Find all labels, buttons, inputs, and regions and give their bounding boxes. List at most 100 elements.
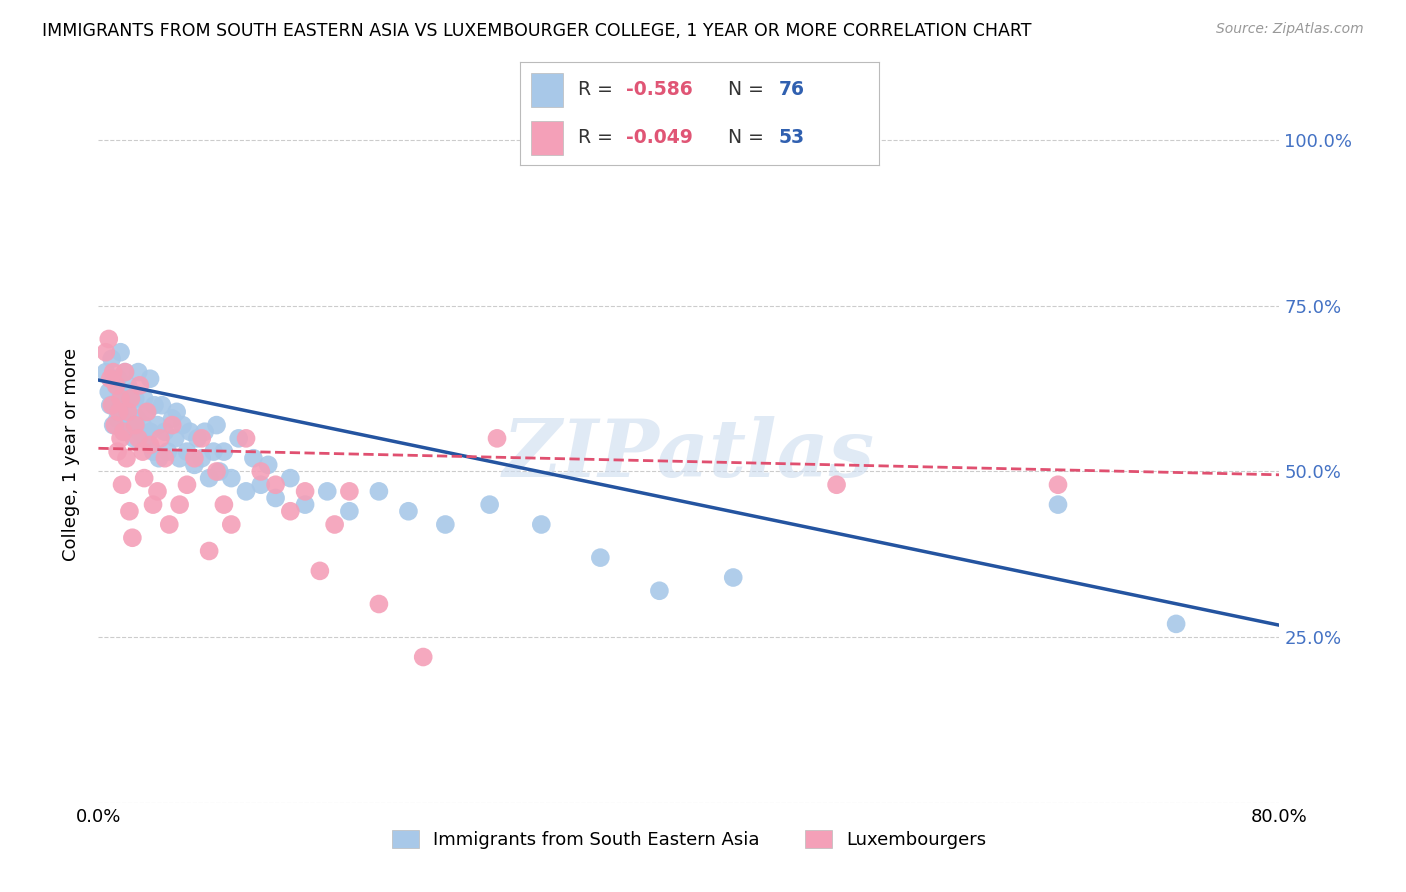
Point bbox=[142, 444, 165, 458]
Point bbox=[107, 411, 129, 425]
Point bbox=[146, 484, 169, 499]
Y-axis label: College, 1 year or more: College, 1 year or more bbox=[62, 349, 80, 561]
Point bbox=[208, 465, 231, 479]
Text: 76: 76 bbox=[779, 80, 804, 99]
Point bbox=[176, 444, 198, 458]
Point bbox=[124, 418, 146, 433]
Point bbox=[339, 504, 361, 518]
Point bbox=[183, 458, 205, 472]
Point bbox=[127, 365, 149, 379]
Point bbox=[118, 504, 141, 518]
Point bbox=[114, 411, 136, 425]
Point bbox=[128, 425, 150, 439]
Text: -0.586: -0.586 bbox=[626, 80, 693, 99]
FancyBboxPatch shape bbox=[531, 121, 564, 155]
Point bbox=[186, 431, 208, 445]
Point bbox=[125, 411, 148, 425]
Point bbox=[280, 471, 302, 485]
Point bbox=[368, 484, 391, 499]
Point bbox=[111, 405, 134, 419]
Text: ZIPatlas: ZIPatlas bbox=[503, 417, 875, 493]
Point bbox=[235, 431, 257, 445]
Point bbox=[191, 431, 214, 445]
Point bbox=[153, 425, 176, 439]
Point bbox=[162, 411, 183, 425]
Point bbox=[135, 431, 157, 445]
Point bbox=[157, 517, 180, 532]
Point bbox=[280, 504, 302, 518]
Point bbox=[194, 425, 217, 439]
Legend: Immigrants from South Eastern Asia, Luxembourgers: Immigrants from South Eastern Asia, Luxe… bbox=[384, 822, 994, 856]
Point bbox=[212, 498, 235, 512]
Point bbox=[112, 425, 135, 439]
Point bbox=[121, 531, 143, 545]
Text: Source: ZipAtlas.com: Source: ZipAtlas.com bbox=[1216, 22, 1364, 37]
Point bbox=[117, 398, 139, 412]
Point bbox=[124, 392, 146, 406]
Point bbox=[264, 491, 287, 505]
Point bbox=[98, 372, 121, 386]
Point bbox=[103, 418, 125, 433]
Point bbox=[412, 650, 434, 665]
Point bbox=[112, 392, 135, 406]
Point bbox=[94, 365, 117, 379]
Point bbox=[139, 425, 162, 439]
Point bbox=[134, 392, 156, 406]
Point bbox=[136, 405, 159, 419]
Point bbox=[139, 372, 162, 386]
Point bbox=[250, 465, 273, 479]
FancyBboxPatch shape bbox=[531, 73, 564, 106]
Point bbox=[100, 398, 122, 412]
Point bbox=[150, 398, 173, 412]
Point bbox=[166, 405, 188, 419]
Point bbox=[250, 477, 273, 491]
Point bbox=[368, 597, 391, 611]
Text: 53: 53 bbox=[779, 128, 804, 147]
Point bbox=[139, 438, 162, 452]
Text: N =: N = bbox=[728, 80, 770, 99]
Point bbox=[212, 444, 235, 458]
Point bbox=[110, 345, 132, 359]
Point bbox=[97, 332, 120, 346]
Point bbox=[112, 425, 135, 439]
Point bbox=[242, 451, 264, 466]
Point bbox=[114, 365, 136, 379]
Point bbox=[108, 405, 131, 419]
Point bbox=[398, 504, 420, 518]
Point bbox=[97, 384, 120, 399]
Point bbox=[105, 378, 128, 392]
Point bbox=[105, 378, 128, 392]
Point bbox=[120, 418, 142, 433]
Point bbox=[589, 550, 612, 565]
Point bbox=[103, 365, 125, 379]
Point bbox=[153, 451, 176, 466]
Point bbox=[134, 471, 156, 485]
Text: R =: R = bbox=[578, 80, 619, 99]
Point bbox=[120, 392, 142, 406]
Point bbox=[294, 484, 316, 499]
Point bbox=[110, 392, 132, 406]
Point bbox=[103, 398, 125, 412]
Point bbox=[316, 484, 339, 499]
Point bbox=[339, 484, 361, 499]
Point bbox=[235, 484, 257, 499]
Point bbox=[94, 345, 117, 359]
Point bbox=[202, 444, 225, 458]
Point bbox=[176, 477, 198, 491]
Point bbox=[132, 418, 155, 433]
Text: R =: R = bbox=[578, 128, 619, 147]
Point bbox=[136, 405, 159, 419]
Point bbox=[169, 451, 191, 466]
Point bbox=[114, 365, 136, 379]
Point bbox=[723, 570, 745, 584]
Point bbox=[191, 451, 214, 466]
Point bbox=[1166, 616, 1188, 631]
Point bbox=[198, 544, 221, 558]
Point bbox=[107, 372, 129, 386]
Point bbox=[221, 517, 243, 532]
Point bbox=[121, 405, 143, 419]
Point bbox=[132, 444, 155, 458]
Point bbox=[183, 451, 205, 466]
Point bbox=[111, 477, 134, 491]
Point bbox=[146, 418, 169, 433]
